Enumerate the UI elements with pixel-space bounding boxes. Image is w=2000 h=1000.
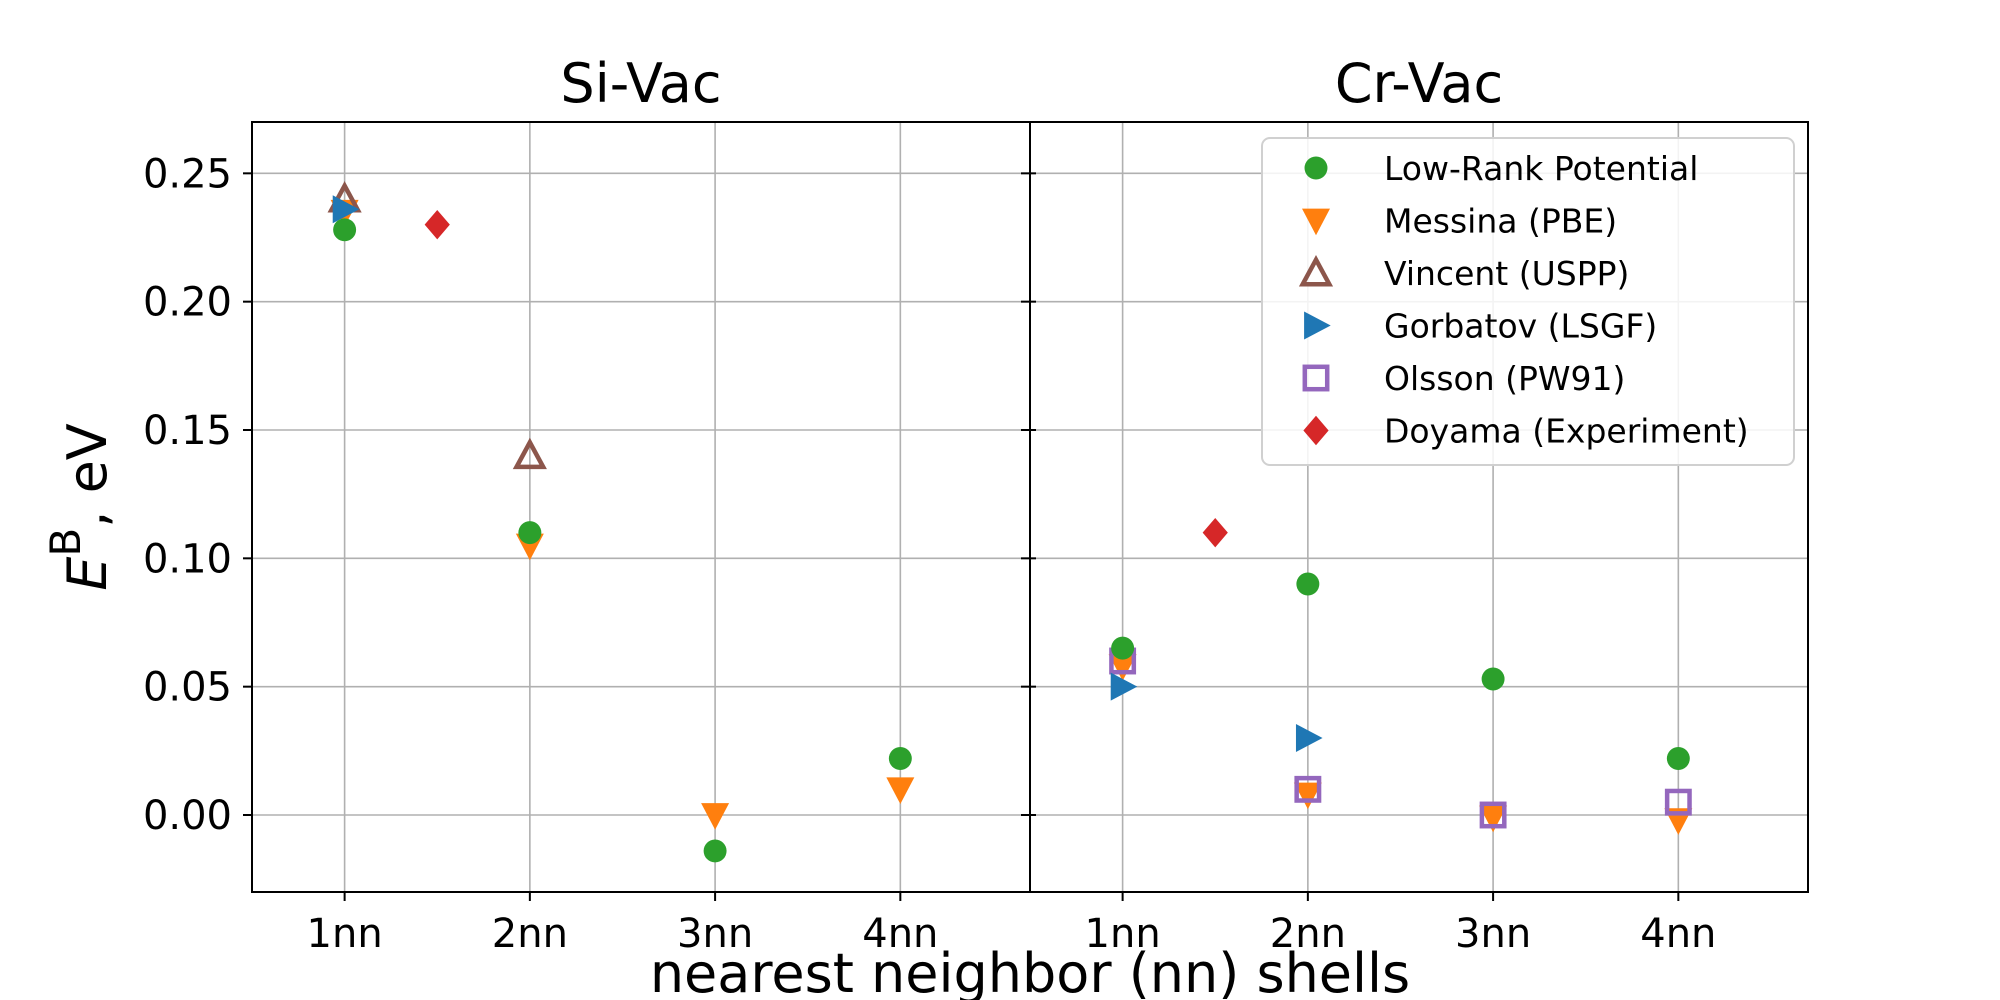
data-point-lowrank [1296, 572, 1320, 596]
legend-label-gorbatov: Gorbatov (LSGF) [1384, 307, 1657, 346]
y-tick-label: 0.00 [143, 793, 232, 839]
legend-marker-gorbatov [1304, 311, 1331, 340]
data-point-gorbatov [332, 195, 360, 224]
legend-label-messina: Messina (PBE) [1384, 202, 1617, 241]
legend-label-doyama: Doyama (Experiment) [1384, 412, 1749, 451]
data-point-lowrank [518, 521, 542, 545]
x-tick-label: 1nn [1085, 911, 1161, 957]
x-tick-label: 4nn [1640, 911, 1716, 957]
legend-label-olsson: Olsson (PW91) [1384, 359, 1625, 398]
legend-marker-vincent [1298, 254, 1334, 287]
panel-frame [251, 121, 1031, 893]
x-tick-label: 2nn [1270, 911, 1346, 957]
data-point-gorbatov [1295, 724, 1323, 752]
data-point-doyama [424, 209, 450, 240]
data-point-lowrank [1481, 667, 1505, 691]
data-point-olsson [1294, 775, 1322, 803]
data-point-olsson [1479, 801, 1507, 829]
data-point-lowrank [888, 747, 912, 771]
panel-title: Si-Vac [560, 52, 721, 115]
marks-layer [327, 180, 1693, 863]
panel-title: Cr-Vac [1335, 52, 1503, 115]
y-axis-label: EB, eV [41, 423, 119, 591]
legend-marker-lowrank [1304, 156, 1328, 180]
legend-label-vincent: Vincent (USPP) [1384, 254, 1629, 293]
data-point-doyama [1202, 517, 1228, 548]
text-layer: 1nn 2nn 3nn 4nn Si-Vac 1nn 2nn 3nn 4nn Cr-Vac 0.00… [41, 52, 1716, 1000]
data-point-lowrank [1666, 747, 1690, 771]
data-point-messina [1108, 654, 1137, 681]
data-point-messina [701, 803, 730, 830]
legend: Low-Rank Potential Messina (PBE) Vincent (… [1261, 137, 1795, 466]
data-point-lowrank [703, 839, 727, 863]
y-tick-label: 0.15 [143, 408, 232, 454]
data-point-messina [1479, 805, 1508, 833]
x-tick-label: 4nn [862, 911, 938, 957]
legend-box [1261, 137, 1795, 466]
legend-marker-olsson [1302, 364, 1330, 392]
data-point-messina [1293, 782, 1322, 810]
y-tick-label: 0.10 [143, 536, 232, 582]
legend-label-lowrank: Low-Rank Potential [1384, 149, 1698, 188]
data-point-olsson [1664, 788, 1692, 816]
x-tick-label: 3nn [1455, 911, 1531, 957]
legend-marker-doyama [1303, 415, 1329, 446]
x-tick-label: 3nn [677, 911, 753, 957]
data-point-lowrank [1111, 636, 1135, 660]
data-point-gorbatov [1110, 672, 1138, 701]
data-point-vincent [512, 437, 547, 470]
x-axis-label: nearest neighbor (nn) shells [650, 942, 1410, 1000]
y-tick-label: 0.20 [143, 280, 232, 326]
y-tick-label: 0.25 [143, 151, 232, 197]
x-tick-label: 1nn [307, 911, 383, 957]
data-point-messina [886, 777, 915, 805]
frame-layer [243, 121, 1809, 901]
panel-frame [1029, 121, 1809, 893]
y-tick-label: 0.05 [143, 665, 232, 711]
data-point-lowrank [333, 218, 357, 242]
x-tick-label: 2nn [492, 911, 568, 957]
legend-marker-messina [1302, 208, 1330, 236]
